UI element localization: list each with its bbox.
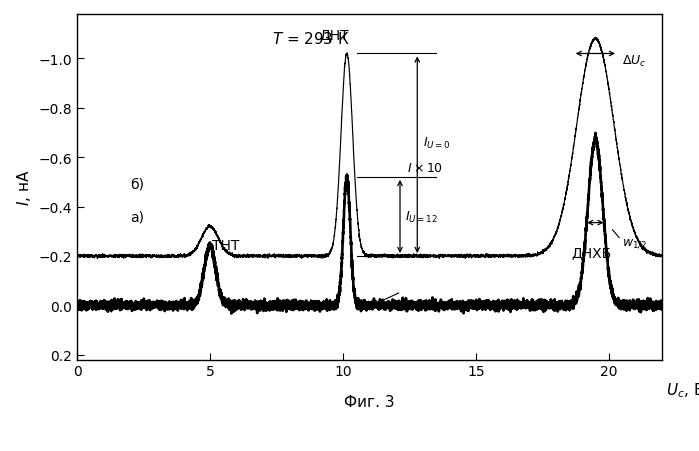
Text: $\Delta U_c$: $\Delta U_c$ (622, 54, 647, 69)
Text: $I_{U=12}$: $I_{U=12}$ (405, 209, 438, 225)
Text: ДНТ: ДНТ (319, 28, 350, 42)
Text: $I_{U=0}$: $I_{U=0}$ (423, 135, 450, 151)
Y-axis label: $I$, нА: $I$, нА (15, 169, 33, 206)
Text: $w_{1/2}$: $w_{1/2}$ (623, 236, 647, 249)
Text: $I\times10$: $I\times10$ (408, 162, 444, 175)
Text: Фиг. 3: Фиг. 3 (344, 394, 395, 409)
Text: ДНХБ: ДНХБ (571, 245, 612, 259)
X-axis label: $U_c$, В: $U_c$, В (666, 381, 699, 399)
Text: а): а) (130, 210, 144, 224)
Text: ТНТ: ТНТ (212, 239, 239, 253)
Text: $T$ = 293 К: $T$ = 293 К (272, 31, 350, 47)
Text: б): б) (130, 177, 144, 191)
